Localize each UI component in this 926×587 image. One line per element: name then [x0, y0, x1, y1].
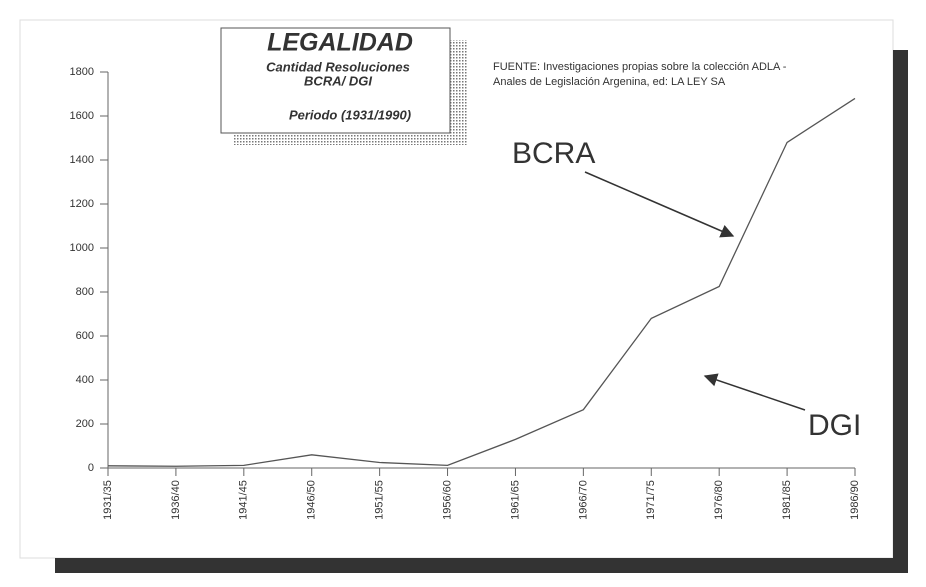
- subtitle: Periodo (1931/1990): [289, 107, 411, 122]
- y-tick-label: 1600: [70, 110, 94, 122]
- x-tick-label: 1951/55: [374, 480, 386, 520]
- x-tick-label: 1946/50: [306, 480, 318, 520]
- y-tick-label: 600: [76, 330, 94, 342]
- x-tick-label: 1976/80: [713, 480, 725, 520]
- source: Anales de Legislación Argenina, ed: LA L…: [493, 76, 726, 88]
- x-tick-label: 1956/60: [441, 480, 453, 520]
- x-tick-label: 1931/35: [102, 480, 114, 520]
- line: [107, 97, 856, 467]
- arrow: [584, 171, 735, 238]
- y-tick-label: 200: [76, 418, 94, 430]
- x-tick-label: 1981/85: [781, 480, 793, 520]
- x-tick-label: 1971/75: [645, 480, 657, 520]
- x-tick-label: 1941/45: [238, 480, 250, 520]
- x-tick-label: 1961/65: [509, 480, 521, 520]
- x-tick-label: 1966/70: [577, 480, 589, 520]
- annotation: DGI: [808, 409, 861, 442]
- y-tick-label: 0: [88, 462, 94, 474]
- frame-shadow: [55, 558, 908, 573]
- y-tick-label: 1800: [70, 66, 94, 78]
- subtitle: BCRA/ DGI: [304, 73, 372, 88]
- y-tick-label: 1400: [70, 154, 94, 166]
- arrow: [703, 373, 806, 411]
- annotation: BCRA: [512, 137, 595, 170]
- subtitle: Cantidad Resoluciones: [266, 59, 410, 74]
- chart-title: LEGALIDAD: [267, 29, 413, 57]
- frame-shadow: [893, 50, 908, 573]
- title-box: [220, 27, 451, 134]
- x-tick-label: 1986/90: [849, 480, 861, 520]
- x-tick-label: 1936/40: [170, 480, 182, 520]
- y-tick-label: 1200: [70, 198, 94, 210]
- source: FUENTE: Investigaciones propias sobre la…: [493, 61, 787, 73]
- y-tick-label: 1000: [70, 242, 94, 254]
- y-tick-label: 800: [76, 286, 94, 298]
- y-tick-label: 400: [76, 374, 94, 386]
